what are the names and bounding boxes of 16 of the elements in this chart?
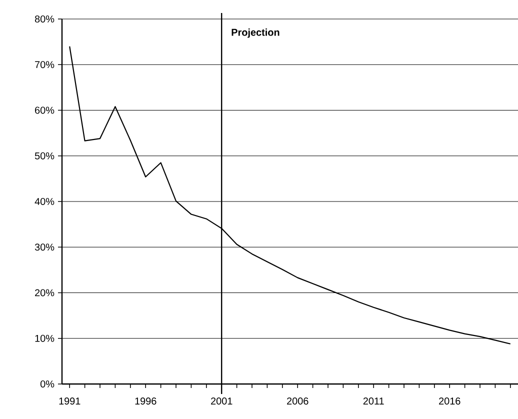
x-tick-label: 2001 <box>211 398 232 405</box>
ref-line-label: Projection <box>232 28 280 38</box>
y-tick-label: 60% <box>35 106 54 114</box>
y-tick-label: 70% <box>35 61 54 68</box>
y-tick-label: 10% <box>35 334 54 342</box>
y-tick-label: 0% <box>40 380 54 388</box>
y-tick-label: 80% <box>34 15 54 23</box>
x-tick-label: 2011 <box>363 398 384 405</box>
y-tick-label: 20% <box>35 289 54 296</box>
x-tick-label: 2016 <box>439 398 460 405</box>
y-tick-label: 30% <box>34 244 54 251</box>
y-tick-label: 40% <box>34 198 54 206</box>
x-tick-label: 1996 <box>135 398 156 405</box>
x-tick-label: 2006 <box>287 398 308 405</box>
y-tick-label: 50% <box>34 152 54 160</box>
x-tick-label: 1991 <box>59 398 80 405</box>
